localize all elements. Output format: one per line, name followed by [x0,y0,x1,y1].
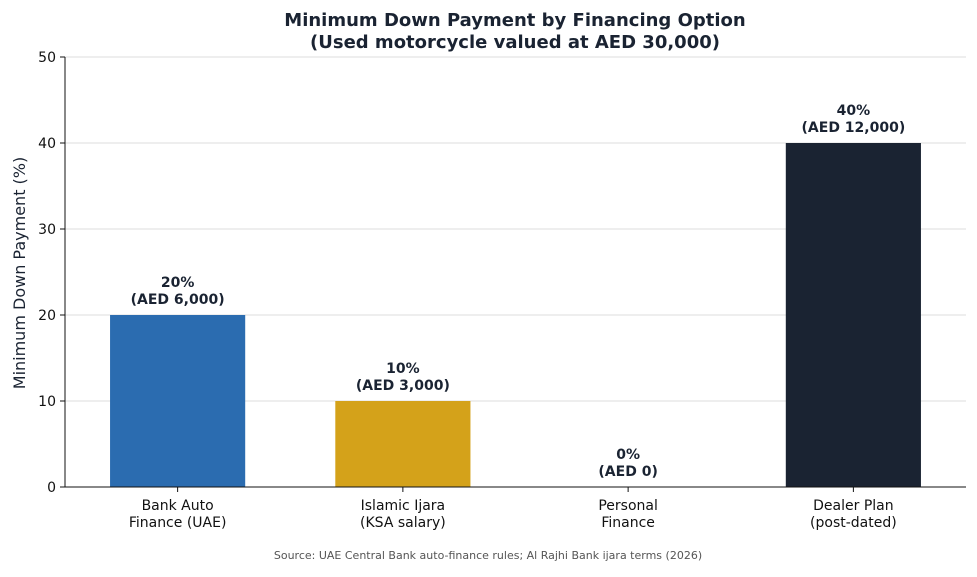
x-tick-label: (post-dated) [810,515,897,531]
y-axis-label: Minimum Down Payment (%) [10,157,29,389]
x-tick-label: Finance [601,515,655,531]
x-tick-label: Finance (UAE) [129,515,227,531]
data-label: (AED 12,000) [802,120,906,136]
x-tick-label: Islamic Ijara [361,498,446,514]
data-label: (AED 6,000) [131,292,225,308]
data-label: (AED 3,000) [356,378,450,394]
y-tick-label: 0 [47,480,56,496]
y-tick-label: 30 [38,222,56,238]
x-tick-label: (KSA salary) [360,515,446,531]
x-tick-label: Personal [598,498,658,514]
data-label: (AED 0) [598,464,657,480]
chart-title: Minimum Down Payment by Financing Option [284,10,745,31]
y-tick-label: 20 [38,308,56,324]
bar-3 [785,143,921,487]
source-note: Source: UAE Central Bank auto-finance ru… [274,549,702,562]
bars [110,143,921,487]
data-label: 0% [616,447,640,463]
data-label: 10% [386,361,420,377]
y-tick-label: 40 [38,136,56,152]
x-tick-label: Dealer Plan [813,498,893,514]
bar-0 [110,315,246,487]
x-tick-label: Bank Auto [142,498,214,514]
data-label: 20% [161,275,195,291]
chart-subtitle: (Used motorcycle valued at AED 30,000) [310,32,720,53]
data-label: 40% [837,103,871,119]
y-ticks: 0 10 20 30 40 50 [38,50,65,496]
y-tick-label: 50 [38,50,56,66]
y-tick-label: 10 [38,394,56,410]
data-labels: 20%(AED 6,000) 10%(AED 3,000) 0%(AED 0) 40%… [131,103,906,480]
bar-1 [335,401,471,487]
axes [64,57,966,488]
